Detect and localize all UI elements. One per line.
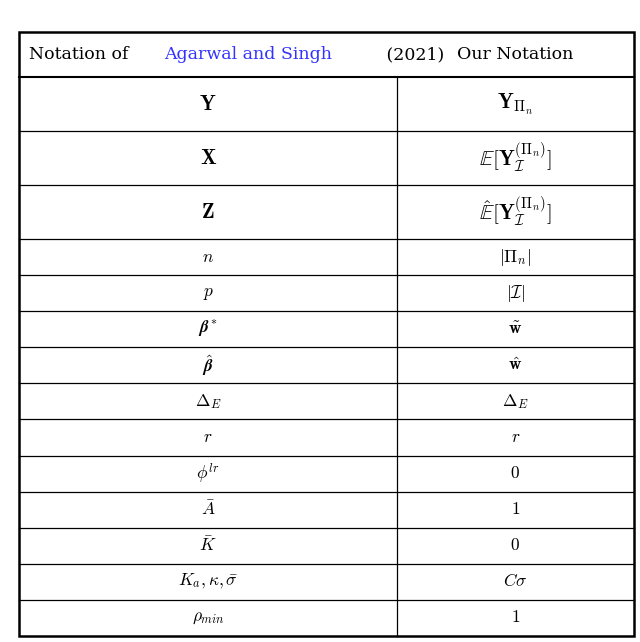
Text: $r$: $r$ bbox=[511, 429, 520, 446]
Text: $\Delta_E$: $\Delta_E$ bbox=[195, 392, 221, 411]
Text: $\Delta_E$: $\Delta_E$ bbox=[502, 392, 529, 411]
Text: Notation of: Notation of bbox=[29, 46, 134, 63]
Text: $0$: $0$ bbox=[510, 537, 520, 554]
Text: $n$: $n$ bbox=[202, 249, 214, 266]
Text: $r$: $r$ bbox=[204, 429, 213, 446]
Text: $\phi^{lr}$: $\phi^{lr}$ bbox=[196, 462, 220, 485]
Text: $1$: $1$ bbox=[511, 501, 520, 518]
Text: $K_a, \kappa, \bar{\sigma}$: $K_a, \kappa, \bar{\sigma}$ bbox=[178, 572, 238, 591]
Text: $\mathbb{E}[\mathbf{Y}_{\mathcal{I}}^{(\Pi_n)}]$: $\mathbb{E}[\mathbf{Y}_{\mathcal{I}}^{(\… bbox=[479, 141, 552, 175]
Text: $C\sigma$: $C\sigma$ bbox=[503, 573, 527, 590]
Text: $\bar{A}$: $\bar{A}$ bbox=[201, 500, 216, 519]
Text: $\mathbf{X}$: $\mathbf{X}$ bbox=[200, 149, 217, 168]
Text: $0$: $0$ bbox=[510, 465, 520, 482]
Text: $\hat{\mathbb{E}}[\mathbf{Y}_{\mathcal{I}}^{(\Pi_n)}]$: $\hat{\mathbb{E}}[\mathbf{Y}_{\mathcal{I… bbox=[479, 195, 552, 229]
Text: $\mathbf{Y}$: $\mathbf{Y}$ bbox=[200, 95, 217, 114]
Text: $1$: $1$ bbox=[511, 609, 520, 626]
Text: (2021): (2021) bbox=[381, 46, 444, 63]
Text: $\rho_{min}$: $\rho_{min}$ bbox=[192, 609, 225, 626]
Text: $\tilde{\mathbf{w}}$: $\tilde{\mathbf{w}}$ bbox=[508, 321, 522, 338]
Text: $\bar{K}$: $\bar{K}$ bbox=[200, 536, 217, 555]
Text: $\mathbf{Y}_{\Pi_n}$: $\mathbf{Y}_{\Pi_n}$ bbox=[497, 92, 533, 117]
Text: $|\Pi_n|$: $|\Pi_n|$ bbox=[499, 247, 531, 268]
Text: Agarwal and Singh: Agarwal and Singh bbox=[164, 46, 332, 63]
Text: $\boldsymbol{\beta}^*$: $\boldsymbol{\beta}^*$ bbox=[198, 319, 218, 340]
Text: $\hat{\boldsymbol{\beta}}$: $\hat{\boldsymbol{\beta}}$ bbox=[202, 353, 214, 378]
Text: $|\mathcal{I}|$: $|\mathcal{I}|$ bbox=[506, 283, 525, 304]
Text: $\hat{\mathbf{w}}$: $\hat{\mathbf{w}}$ bbox=[508, 357, 522, 374]
Text: $p$: $p$ bbox=[202, 285, 214, 302]
Text: Our Notation: Our Notation bbox=[457, 46, 573, 63]
Text: $\mathbf{Z}$: $\mathbf{Z}$ bbox=[202, 203, 215, 222]
